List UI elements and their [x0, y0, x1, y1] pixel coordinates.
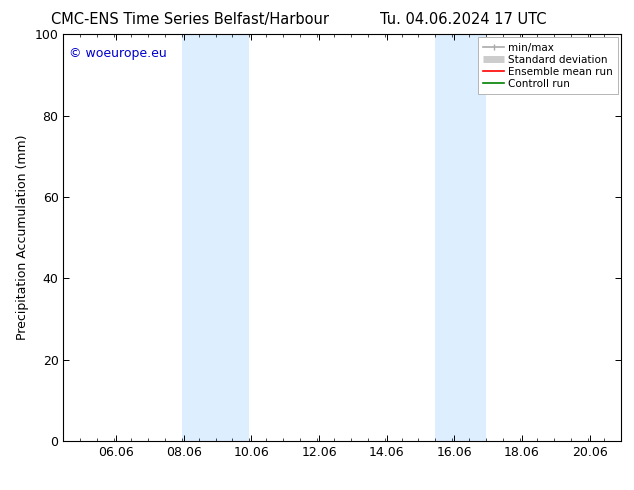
Text: © woeurope.eu: © woeurope.eu — [69, 47, 167, 59]
Text: Tu. 04.06.2024 17 UTC: Tu. 04.06.2024 17 UTC — [380, 12, 546, 27]
Text: CMC-ENS Time Series Belfast/Harbour: CMC-ENS Time Series Belfast/Harbour — [51, 12, 329, 27]
Legend: min/max, Standard deviation, Ensemble mean run, Controll run: min/max, Standard deviation, Ensemble me… — [478, 37, 618, 94]
Bar — [182, 34, 249, 441]
Bar — [436, 34, 486, 441]
Y-axis label: Precipitation Accumulation (mm): Precipitation Accumulation (mm) — [16, 135, 29, 341]
